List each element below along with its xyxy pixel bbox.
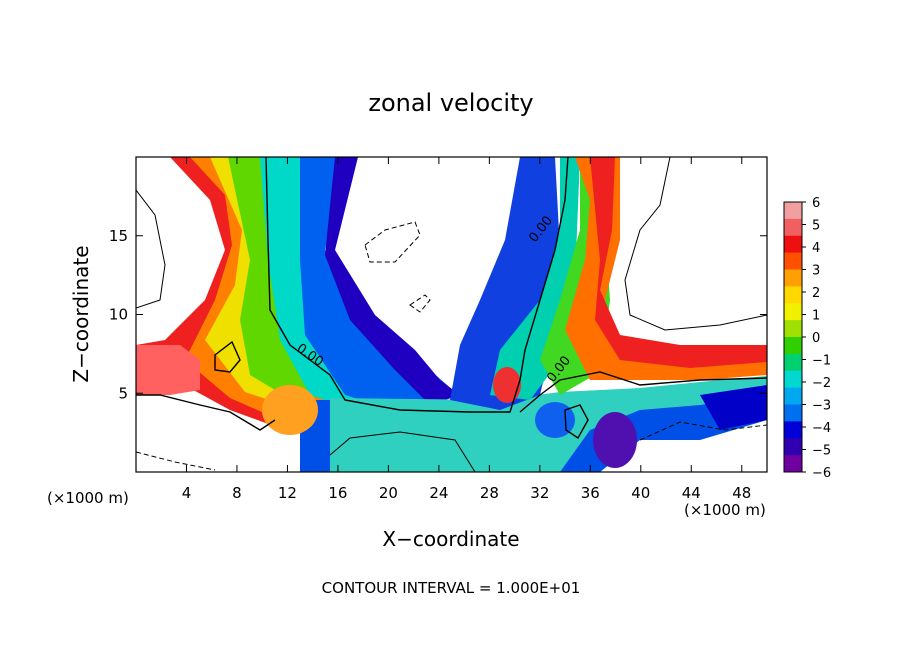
contour-zero-left [265,157,569,413]
x-tick-label-28: 28 [480,484,499,502]
x-axis: 4 8 12 16 20 24 28 32 36 40 44 48 [182,157,751,502]
colorbar-label-0: 6 [812,196,820,211]
colorbar-label-10: −4 [812,421,831,436]
contour-closed-a [214,340,241,373]
y-tick-label-10: 10 [109,306,128,324]
field-spot-orange-a [262,385,318,435]
colorbar: 6 5 4 3 2 1 0 −1 −2 −3 −4 −5 −6 [783,196,831,481]
colorbar-swatch-15 [784,455,802,473]
x-tick-label-8: 8 [232,484,242,502]
y-tick-label-5: 5 [118,384,128,402]
contour-neg-bl [136,451,216,471]
colorbar-label-4: 2 [812,286,820,301]
contour-neg-br [639,421,767,441]
colorbar-swatch-3 [784,252,802,270]
colorbar-label-7: −1 [812,354,831,369]
colorbar-swatch-6 [784,303,802,321]
colorbar-label-1: 5 [812,219,820,234]
x-tick-label-36: 36 [581,484,600,502]
y-axis: 5 10 15 [109,227,767,402]
colorbar-label-2: 4 [812,241,820,256]
x-tick-label-48: 48 [732,484,751,502]
x-tick-label-44: 44 [682,484,701,502]
contour-interval-note: CONTOUR INTERVAL = 1.000E+01 [322,579,581,597]
velocity-field [136,157,767,472]
colorbar-label-3: 3 [812,264,820,279]
colorbar-swatch-9 [784,353,802,372]
colorbar-swatch-2 [784,235,802,254]
contour-closed-b [564,404,589,440]
x-tick-label-4: 4 [182,484,192,502]
field-band-left-green [228,157,340,405]
chart-title: zonal velocity [368,89,533,117]
field-spot-red-a [493,367,521,403]
colorbar-label-12: −6 [812,466,831,481]
contour-zero-right [519,371,767,413]
colorbar-swatch-5 [784,286,802,304]
contour-pos-tr [624,157,767,331]
colorbar-swatch-12 [784,404,802,422]
x-tick-label-12: 12 [278,484,297,502]
colorbar-swatch-14 [784,438,802,456]
field-band-left-strip [136,345,200,395]
y-tick-label-15: 15 [109,227,128,245]
x-unit-right: (×1000 m) [684,501,766,519]
x-tick-label-32: 32 [530,484,549,502]
colorbar-swatch-0 [784,202,802,220]
colorbar-swatch-11 [784,387,802,405]
colorbar-swatch-1 [784,218,802,237]
x-axis-label: X−coordinate [382,527,519,551]
colorbar-label-9: −3 [812,399,831,414]
contour-neg-top [364,221,421,263]
x-tick-label-40: 40 [631,484,650,502]
colorbar-label-11: −5 [812,444,831,459]
colorbar-label-8: −2 [812,376,831,391]
colorbar-swatch-13 [784,421,802,439]
x-tick-label-24: 24 [429,484,448,502]
colorbar-label-5: 1 [812,309,820,324]
colorbar-swatch-7 [784,320,802,338]
field-band-left-blue [300,157,455,412]
contour-zero-bottom [136,394,276,431]
field-band-left-dark [325,157,460,405]
colorbar-swatch-8 [784,337,802,355]
x-unit-left: (×1000 m) [47,489,129,507]
field-band-right-strip [700,385,767,430]
colorbar-swatch-10 [784,370,802,389]
field-spot-purple-a [593,412,637,468]
contour-pos-tl [136,189,166,309]
x-tick-label-16: 16 [328,484,347,502]
contour-lines [136,157,767,472]
x-tick-label-20: 20 [379,484,398,502]
contour-neg-mid [409,294,431,313]
field-band-right-orange [565,157,767,380]
colorbar-label-6: 0 [812,331,820,346]
contour-pos-bottom [329,431,476,472]
colorbar-swatch-4 [784,269,802,287]
field-band-right-red [590,157,767,368]
y-axis-label: Z−coordinate [69,245,93,382]
